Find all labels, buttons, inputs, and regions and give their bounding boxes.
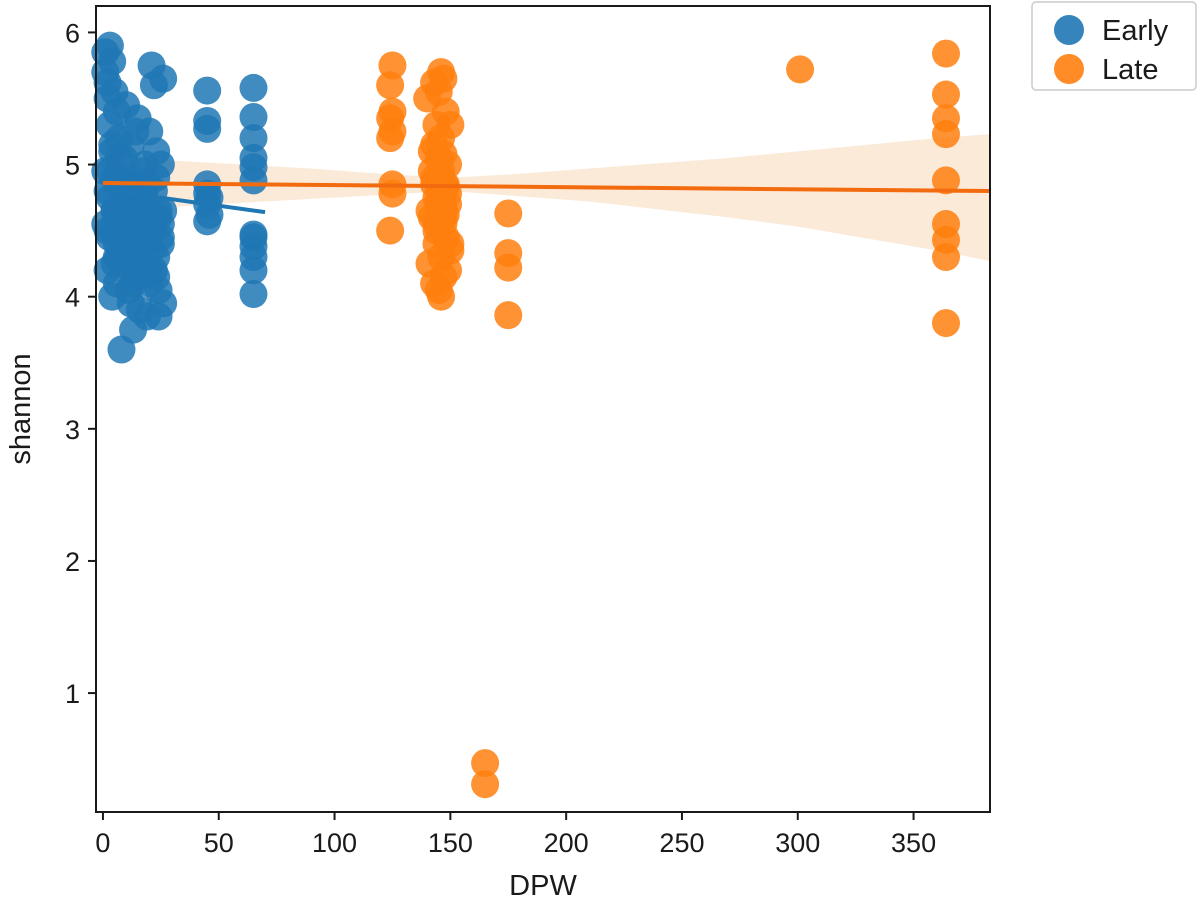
late-data-point [494,199,523,228]
legend-label-early: Early [1102,15,1169,47]
early-data-point [239,102,268,131]
late-data-point [378,51,407,80]
y-tick-label: 5 [65,151,80,181]
x-axis-title: DPW [509,870,577,902]
y-axis-title: shannon [5,353,37,464]
late-data-point [429,192,458,221]
late-data-point [931,166,960,195]
x-tick-label: 350 [891,828,936,858]
legend: Early Late [1031,1,1197,91]
early-data-point [98,47,127,76]
early-data-point [239,166,268,195]
legend-marker-early [1054,15,1084,45]
late-data-point [471,770,500,799]
early-data-point [193,114,222,143]
late-confidence-band [102,134,991,262]
late-data-point [427,282,456,311]
late-data-point [931,120,960,149]
late-data-point [931,80,960,109]
late-data-point [931,243,960,272]
y-axis-ticks: 1 2 3 4 5 6 [65,18,96,709]
early-data-point [149,196,178,225]
x-tick-label: 250 [659,828,704,858]
late-data-point [494,253,523,282]
early-points-group [91,31,268,364]
early-data-point [139,256,168,285]
x-tick-label: 150 [428,828,473,858]
x-tick-label: 200 [544,828,589,858]
early-data-point [98,130,127,159]
early-data-point [105,243,134,272]
y-tick-label: 2 [65,547,80,577]
early-data-point [239,124,268,153]
late-data-point [786,55,815,84]
early-data-point [91,157,120,186]
late-data-point [931,39,960,68]
y-tick-label: 6 [65,18,80,48]
late-points-group [376,39,960,799]
late-data-point [378,97,407,126]
early-data-point [193,76,222,105]
early-data-point [239,223,268,252]
y-tick-label: 3 [65,415,80,445]
early-data-point [239,280,268,309]
late-data-point [494,301,523,330]
y-tick-label: 4 [65,283,80,313]
late-data-point [931,309,960,338]
legend-marker-late [1054,54,1084,84]
late-data-point [436,229,465,258]
legend-label-late: Late [1102,54,1158,86]
late-data-point [378,117,407,146]
early-data-point [239,256,268,285]
y-tick-label: 1 [65,679,80,709]
early-data-point [112,190,141,219]
x-tick-label: 50 [204,828,234,858]
x-tick-label: 0 [95,828,110,858]
early-data-point [98,216,127,245]
late-data-point [436,110,465,139]
early-data-point [149,64,178,93]
early-data-point [119,269,148,298]
early-regression-line [102,187,266,215]
x-tick-label: 300 [775,828,820,858]
plot-frame [95,5,991,813]
early-data-point [126,210,155,239]
early-data-point [239,73,268,102]
x-tick-label: 100 [312,828,357,858]
late-data-point [471,749,500,778]
late-regression-line [102,181,991,193]
early-data-point [146,229,175,258]
x-axis-ticks: 0 50 100 150 200 250 300 350 [95,812,936,858]
late-data-point [429,64,458,93]
late-data-point [376,216,405,245]
